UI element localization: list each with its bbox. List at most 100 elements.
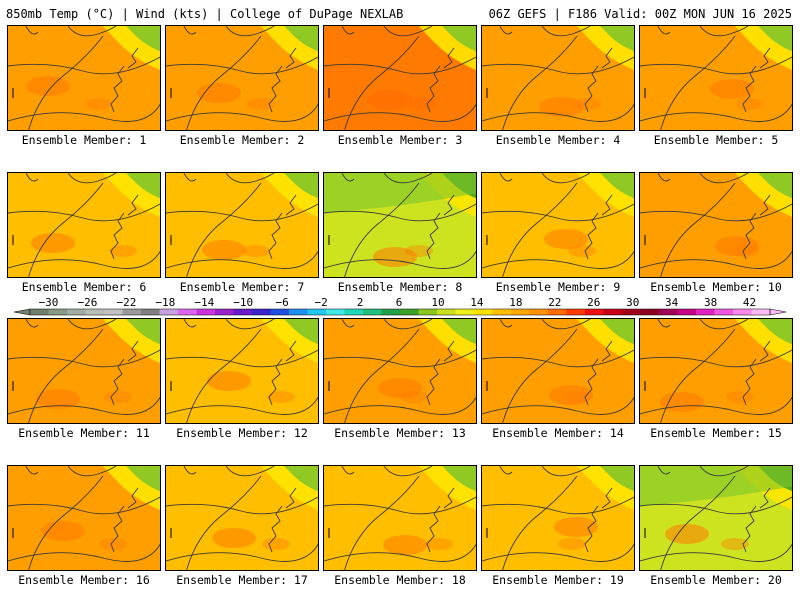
temperature-field-map (482, 466, 634, 570)
temperature-field-map (166, 466, 318, 570)
ensemble-map-panel (481, 465, 635, 571)
ensemble-map-panel (323, 172, 477, 278)
colorbar-swatch (233, 309, 253, 315)
colorbar-tick-label: 6 (396, 296, 403, 309)
temperature-field-map (166, 319, 318, 423)
ensemble-map-panel (639, 172, 793, 278)
temperature-field-map (8, 173, 160, 277)
colorbar-tick-label: 14 (470, 296, 484, 309)
colorbar-swatch (659, 309, 678, 315)
colorbar-tick-label: −30 (39, 296, 59, 309)
temperature-colorbar: −30 −26 −22 −18 −14 −10 −6 −2 2 6 10 14 18 22 26 30 34 38… (13, 296, 787, 316)
ensemble-member-label: Ensemble Member: 2 (179, 133, 305, 147)
ensemble-map-panel (639, 25, 793, 131)
colorbar-tick-label: −14 (194, 296, 214, 309)
temperature-field-map (324, 466, 476, 570)
temperature-field-map (640, 173, 792, 277)
colorbar-swatch (733, 309, 752, 315)
ensemble-member-label: Ensemble Member: 20 (650, 573, 782, 587)
ensemble-member-label: Ensemble Member: 12 (176, 426, 308, 440)
colorbar-swatch (48, 309, 68, 315)
colorbar-swatch (30, 309, 49, 315)
ensemble-member-label: Ensemble Member: 5 (653, 133, 779, 147)
ensemble-member-label: Ensemble Member: 15 (650, 426, 782, 440)
colorbar-swatch (67, 309, 86, 315)
ensemble-member-label: Ensemble Member: 14 (492, 426, 624, 440)
temperature-field-map (324, 319, 476, 423)
ensemble-member-label: Ensemble Member: 4 (495, 133, 621, 147)
colorbar-tick-label: −10 (233, 296, 253, 309)
colorbar-swatch (85, 309, 105, 315)
temperature-field-map (324, 173, 476, 277)
colorbar-tick-label: −2 (315, 296, 328, 309)
colorbar-swatch (270, 309, 290, 315)
colorbar-swatch (344, 309, 364, 315)
temperature-field-map (482, 26, 634, 130)
ensemble-member-label: Ensemble Member: 1 (21, 133, 147, 147)
ensemble-member-label: Ensemble Member: 16 (18, 573, 150, 587)
ensemble-map-panel (639, 465, 793, 571)
colorbar-swatch (363, 309, 382, 315)
colorbar-swatch (437, 309, 456, 315)
colorbar-swatch (714, 309, 734, 315)
colorbar-tick-label: −18 (155, 296, 175, 309)
colorbar-tick-label: −22 (116, 296, 136, 309)
colorbar-swatch (141, 309, 160, 315)
ensemble-member-label: Ensemble Member: 13 (334, 426, 466, 440)
ensemble-map-panel (639, 318, 793, 424)
ensemble-map-panel (7, 318, 161, 424)
ensemble-member-label: Ensemble Member: 10 (650, 280, 782, 294)
ensemble-map-panel (323, 465, 477, 571)
temperature-field-map (482, 319, 634, 423)
temperature-field-map (324, 26, 476, 130)
colorbar-swatch (159, 309, 179, 315)
ensemble-map-panel (481, 25, 635, 131)
temperature-field-map (8, 26, 160, 130)
colorbar-swatch (381, 309, 401, 315)
colorbar-tick-label: 34 (665, 296, 679, 309)
temperature-field-map (482, 173, 634, 277)
temperature-field-map (640, 26, 792, 130)
ensemble-map-panel (481, 318, 635, 424)
ensemble-member-label: Ensemble Member: 19 (492, 573, 624, 587)
colorbar-tick-label: 10 (431, 296, 444, 309)
ensemble-map-panel (323, 25, 477, 131)
colorbar-swatch (104, 309, 123, 315)
colorbar-swatch (511, 309, 530, 315)
ensemble-member-label: Ensemble Member: 18 (334, 573, 466, 587)
temperature-field-map (166, 173, 318, 277)
ensemble-map-panel (165, 318, 319, 424)
colorbar-tick-label: 38 (704, 296, 717, 309)
ensemble-map-panel (7, 25, 161, 131)
colorbar-swatch (677, 309, 697, 315)
ensemble-member-label: Ensemble Member: 6 (21, 280, 147, 294)
ensemble-map-panel (165, 465, 319, 571)
colorbar-swatch (455, 309, 475, 315)
colorbar-swatch (418, 309, 438, 315)
colorbar-swatch (326, 309, 345, 315)
temperature-field-map (640, 319, 792, 423)
ensemble-map-panel (323, 318, 477, 424)
colorbar-swatch (492, 309, 512, 315)
colorbar-max-arrow (769, 308, 787, 316)
colorbar-tick-label: 2 (357, 296, 364, 309)
colorbar-swatch (215, 309, 234, 315)
colorbar-min-arrow (13, 308, 31, 316)
ensemble-member-label: Ensemble Member: 8 (337, 280, 463, 294)
colorbar-tick-label: 18 (509, 296, 522, 309)
colorbar-swatch (529, 309, 549, 315)
ensemble-member-label: Ensemble Member: 17 (176, 573, 308, 587)
colorbar-swatch (566, 309, 586, 315)
ensemble-map-panel (481, 172, 635, 278)
colorbar-tick-label: −6 (276, 296, 289, 309)
colorbar-swatch (178, 309, 197, 315)
colorbar-swatch (640, 309, 660, 315)
ensemble-map-panel (165, 25, 319, 131)
map-title: 850mb Temp (°C) | Wind (kts) | College o… (6, 7, 404, 21)
colorbar-swatch (474, 309, 493, 315)
ensemble-map-panel (165, 172, 319, 278)
ensemble-member-label: Ensemble Member: 3 (337, 133, 463, 147)
colorbar-swatch (400, 309, 419, 315)
model-run-valid-time: 06Z GEFS | F186 Valid: 00Z MON JUN 16 20… (488, 7, 792, 21)
ensemble-member-label: Ensemble Member: 9 (495, 280, 621, 294)
